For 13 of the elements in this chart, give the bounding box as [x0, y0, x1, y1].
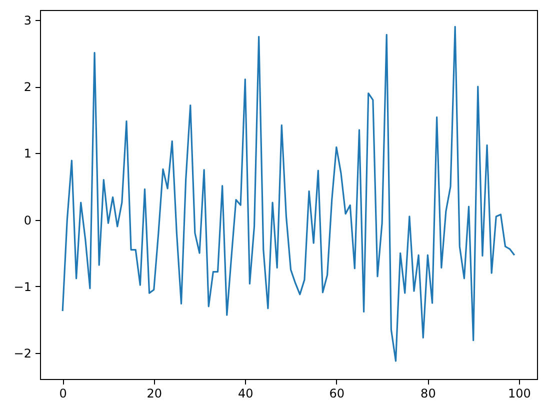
x-tick-label: 80 — [420, 386, 436, 400]
y-tick-label: 1 — [24, 146, 32, 161]
y-tick-label: 0 — [24, 213, 32, 228]
y-tick-label: −1 — [14, 280, 32, 294]
y-tick-label: −2 — [14, 346, 32, 361]
x-tick-label: 0 — [59, 386, 67, 400]
line-series — [62, 26, 516, 362]
x-tick-label: 40 — [238, 386, 254, 400]
x-tick-label: 20 — [146, 386, 162, 400]
y-tick-label: 2 — [24, 80, 32, 94]
x-tick-label: 100 — [508, 386, 531, 400]
x-tick-label: 60 — [329, 386, 345, 400]
y-tick-label: 3 — [24, 13, 32, 28]
